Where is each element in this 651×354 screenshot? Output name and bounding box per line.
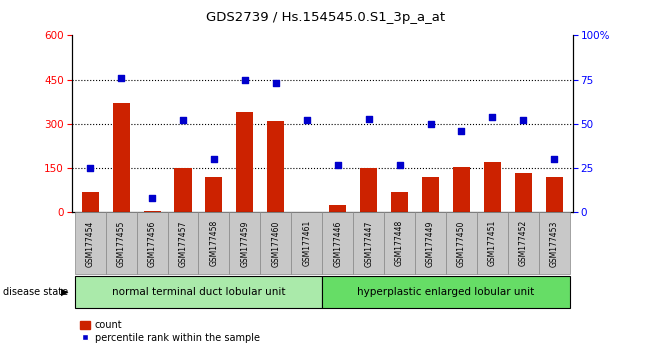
Bar [484, 162, 501, 212]
Bar [477, 212, 508, 274]
Bar [75, 212, 105, 274]
Bar [384, 212, 415, 274]
Point [487, 114, 497, 120]
Bar [268, 121, 284, 212]
Text: normal terminal duct lobular unit: normal terminal duct lobular unit [112, 287, 285, 297]
Bar [539, 212, 570, 274]
Bar [515, 172, 532, 212]
Text: GSM177460: GSM177460 [271, 220, 281, 267]
Bar [81, 192, 99, 212]
Text: GSM177461: GSM177461 [302, 220, 311, 267]
Bar [391, 192, 408, 212]
Bar [105, 212, 137, 274]
Bar [199, 212, 229, 274]
Text: GSM177451: GSM177451 [488, 220, 497, 267]
Text: GSM177448: GSM177448 [395, 220, 404, 267]
Bar [353, 212, 384, 274]
Legend: count, percentile rank within the sample: count, percentile rank within the sample [76, 316, 264, 347]
Text: GSM177449: GSM177449 [426, 220, 435, 267]
Point [178, 118, 188, 123]
Bar [206, 177, 223, 212]
Point [85, 165, 96, 171]
Text: GSM177446: GSM177446 [333, 220, 342, 267]
Point [425, 121, 436, 127]
Text: disease state: disease state [3, 287, 68, 297]
Point [549, 156, 559, 162]
Bar [422, 177, 439, 212]
Bar [322, 276, 570, 308]
Bar [546, 177, 563, 212]
Text: GSM177453: GSM177453 [550, 220, 559, 267]
Point [116, 75, 126, 81]
Point [271, 80, 281, 86]
Point [518, 118, 529, 123]
Text: GSM177458: GSM177458 [210, 220, 219, 267]
Text: GDS2739 / Hs.154545.0.S1_3p_a_at: GDS2739 / Hs.154545.0.S1_3p_a_at [206, 11, 445, 24]
Point [456, 128, 467, 134]
Text: GSM177456: GSM177456 [148, 220, 156, 267]
Text: GSM177452: GSM177452 [519, 220, 528, 267]
Point [147, 195, 158, 201]
Bar [75, 276, 322, 308]
Bar [167, 212, 199, 274]
Point [333, 162, 343, 167]
Bar [446, 212, 477, 274]
Bar [329, 205, 346, 212]
Bar [229, 212, 260, 274]
Bar [291, 212, 322, 274]
Bar [236, 112, 253, 212]
Bar [322, 212, 353, 274]
Point [395, 162, 405, 167]
Text: ▶: ▶ [61, 287, 68, 297]
Bar [260, 212, 291, 274]
Text: hyperplastic enlarged lobular unit: hyperplastic enlarged lobular unit [357, 287, 534, 297]
Bar [144, 211, 161, 212]
Bar [415, 212, 446, 274]
Text: GSM177454: GSM177454 [86, 220, 94, 267]
Text: GSM177447: GSM177447 [364, 220, 373, 267]
Bar [453, 167, 470, 212]
Point [240, 77, 250, 82]
Bar [113, 103, 130, 212]
Bar [360, 168, 377, 212]
Text: GSM177455: GSM177455 [117, 220, 126, 267]
Text: GSM177450: GSM177450 [457, 220, 466, 267]
Bar [137, 212, 167, 274]
Bar [174, 168, 191, 212]
Bar [508, 212, 539, 274]
Point [209, 156, 219, 162]
Text: GSM177459: GSM177459 [240, 220, 249, 267]
Point [301, 118, 312, 123]
Text: GSM177457: GSM177457 [178, 220, 187, 267]
Point [363, 116, 374, 121]
